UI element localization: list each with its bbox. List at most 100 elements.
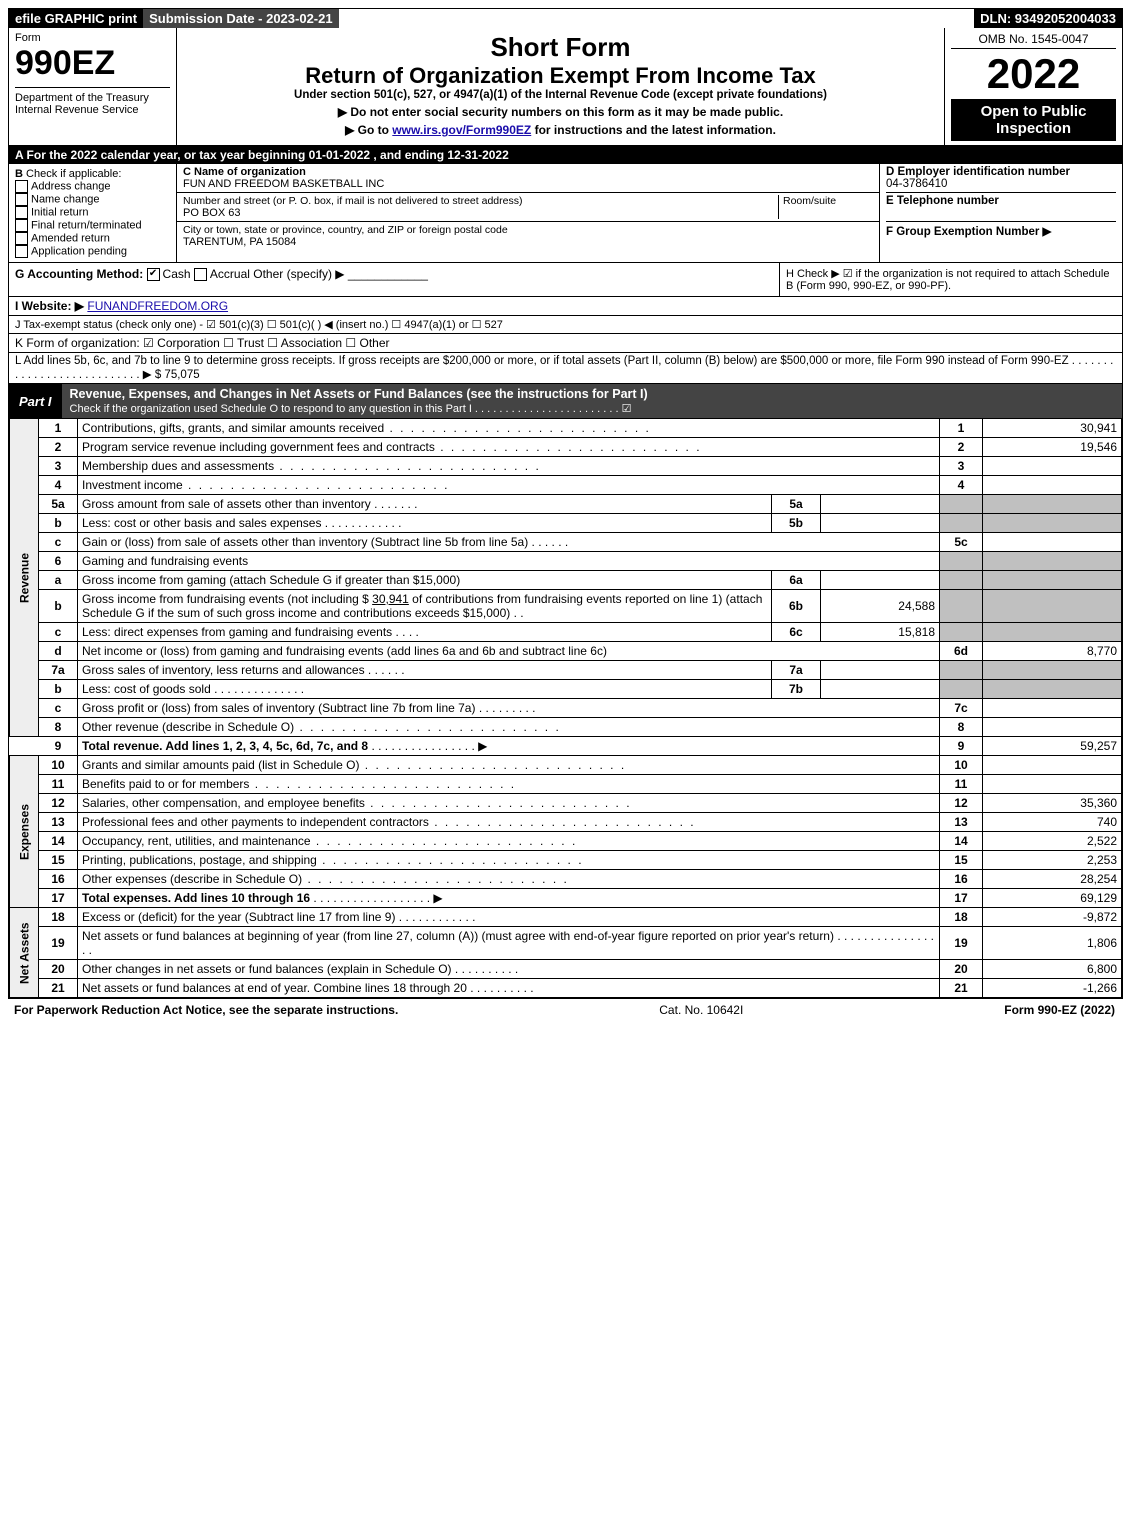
- g-label: G Accounting Method:: [15, 267, 143, 281]
- cb-address-change[interactable]: Address change: [31, 180, 111, 192]
- line-6-txt: Gaming and fundraising events: [78, 552, 940, 571]
- line-15-amt: 2,253: [983, 851, 1122, 870]
- room-suite-label: Room/suite: [778, 195, 873, 219]
- info-block: B Check if applicable: Address change Na…: [9, 164, 1122, 263]
- org-city: TARENTUM, PA 15084: [183, 236, 296, 248]
- section-a: A For the 2022 calendar year, or tax yea…: [9, 146, 1122, 164]
- irs-label: Internal Revenue Service: [15, 104, 170, 116]
- form-header: Form 990EZ Department of the Treasury In…: [9, 28, 1122, 146]
- line-1-amt: 30,941: [983, 419, 1122, 438]
- c-addr-label: Number and street (or P. O. box, if mail…: [183, 195, 522, 207]
- header-right: OMB No. 1545-0047 2022 Open to Public In…: [944, 28, 1122, 145]
- line-8-txt: Other revenue (describe in Schedule O): [78, 718, 940, 737]
- line-13-amt: 740: [983, 813, 1122, 832]
- line-5a-txt: Gross amount from sale of assets other t…: [78, 495, 772, 514]
- ssn-note: ▶ Do not enter social security numbers o…: [183, 105, 938, 119]
- line-4-txt: Investment income: [78, 476, 940, 495]
- line-6b-txt: Gross income from fundraising events (no…: [78, 590, 772, 623]
- col-c: C Name of organization FUN AND FREEDOM B…: [177, 164, 880, 262]
- form-990ez: efile GRAPHIC print Submission Date - 20…: [8, 8, 1123, 999]
- line-21-txt: Net assets or fund balances at end of ye…: [78, 979, 940, 998]
- under-section: Under section 501(c), 527, or 4947(a)(1)…: [183, 89, 938, 101]
- line-14-txt: Occupancy, rent, utilities, and maintena…: [78, 832, 940, 851]
- line-3-txt: Membership dues and assessments: [78, 457, 940, 476]
- line-19-amt: 1,806: [983, 927, 1122, 960]
- line-6d-amt: 8,770: [983, 642, 1122, 661]
- part-i-header: Part I Revenue, Expenses, and Changes in…: [9, 384, 1122, 418]
- tel-label: E Telephone number: [886, 195, 999, 207]
- line-5c-txt: Gain or (loss) from sale of assets other…: [78, 533, 940, 552]
- top-bar: efile GRAPHIC print Submission Date - 20…: [9, 9, 1122, 28]
- b-label: Check if applicable:: [26, 168, 121, 180]
- line-17-amt: 69,129: [983, 889, 1122, 908]
- line-12-txt: Salaries, other compensation, and employ…: [78, 794, 940, 813]
- return-title: Return of Organization Exempt From Incom…: [183, 63, 938, 89]
- footer-right: Form 990-EZ (2022): [1004, 1003, 1115, 1017]
- dln: DLN: 93492052004033: [974, 9, 1122, 28]
- line-1-box: 1: [940, 419, 983, 438]
- g-cash[interactable]: Cash: [163, 267, 191, 281]
- row-k: K Form of organization: ☑ Corporation ☐ …: [9, 334, 1122, 353]
- org-address: PO BOX 63: [183, 207, 240, 219]
- line-2-txt: Program service revenue including govern…: [78, 438, 940, 457]
- header-mid: Short Form Return of Organization Exempt…: [177, 28, 944, 145]
- dept-treasury: Department of the Treasury: [15, 92, 170, 104]
- line-7b-txt: Less: cost of goods sold . . . . . . . .…: [78, 680, 772, 699]
- g-other[interactable]: Other (specify) ▶: [253, 267, 344, 281]
- row-h: H Check ▶ ☑ if the organization is not r…: [779, 263, 1122, 296]
- cb-final-return[interactable]: Final return/terminated: [31, 219, 142, 231]
- lines-table: Revenue 1 Contributions, gifts, grants, …: [9, 418, 1122, 998]
- irs-link[interactable]: www.irs.gov/Form990EZ: [392, 123, 531, 137]
- submission-date: Submission Date - 2023-02-21: [143, 9, 339, 28]
- line-6c-txt: Less: direct expenses from gaming and fu…: [78, 623, 772, 642]
- cb-amended[interactable]: Amended return: [31, 232, 110, 244]
- open-public: Open to Public Inspection: [951, 99, 1116, 141]
- line-16-amt: 28,254: [983, 870, 1122, 889]
- line-12-amt: 35,360: [983, 794, 1122, 813]
- side-expenses: Expenses: [10, 756, 39, 908]
- goto-note: ▶ Go to www.irs.gov/Form990EZ for instru…: [183, 123, 938, 137]
- part-i-label: Part I: [9, 391, 62, 412]
- c-city-label: City or town, state or province, country…: [183, 224, 508, 236]
- line-6c-amt: 15,818: [821, 623, 940, 642]
- row-g: G Accounting Method: Cash Accrual Other …: [9, 263, 779, 296]
- line-18-amt: -9,872: [983, 908, 1122, 927]
- line-6d-txt: Net income or (loss) from gaming and fun…: [78, 642, 940, 661]
- line-20-amt: 6,800: [983, 960, 1122, 979]
- line-20-txt: Other changes in net assets or fund bala…: [78, 960, 940, 979]
- line-5b-txt: Less: cost or other basis and sales expe…: [78, 514, 772, 533]
- omb-number: OMB No. 1545-0047: [951, 32, 1116, 49]
- footer-left: For Paperwork Reduction Act Notice, see …: [14, 1003, 398, 1017]
- line-19-txt: Net assets or fund balances at beginning…: [78, 927, 940, 960]
- line-6b-amt: 24,588: [821, 590, 940, 623]
- line-1-no: 1: [39, 419, 78, 438]
- line-1-txt: Contributions, gifts, grants, and simila…: [78, 419, 940, 438]
- efile-label: efile GRAPHIC print: [9, 9, 143, 28]
- org-name: FUN AND FREEDOM BASKETBALL INC: [183, 178, 384, 190]
- cb-initial-return[interactable]: Initial return: [31, 206, 88, 218]
- g-accrual[interactable]: Accrual: [210, 267, 250, 281]
- website-link[interactable]: FUNANDFREEDOM.ORG: [87, 299, 228, 313]
- group-exemption-label: F Group Exemption Number ▶: [886, 226, 1051, 238]
- line-7c-txt: Gross profit or (loss) from sales of inv…: [78, 699, 940, 718]
- line-2-amt: 19,546: [983, 438, 1122, 457]
- cb-app-pending[interactable]: Application pending: [31, 245, 127, 257]
- form-number: 990EZ: [15, 44, 170, 83]
- line-15-txt: Printing, publications, postage, and shi…: [78, 851, 940, 870]
- short-form-title: Short Form: [183, 32, 938, 63]
- row-j: J Tax-exempt status (check only one) - ☑…: [9, 316, 1122, 334]
- footer: For Paperwork Reduction Act Notice, see …: [8, 999, 1121, 1021]
- line-2-no: 2: [39, 438, 78, 457]
- line-9-txt: Total revenue. Add lines 1, 2, 3, 4, 5c,…: [78, 737, 940, 756]
- line-21-amt: -1,266: [983, 979, 1122, 998]
- cb-name-change[interactable]: Name change: [31, 193, 100, 205]
- line-9-amt: 59,257: [983, 737, 1122, 756]
- part-i-checknote: Check if the organization used Schedule …: [70, 403, 632, 415]
- ein-value: 04-3786410: [886, 178, 947, 190]
- line-10-txt: Grants and similar amounts paid (list in…: [78, 756, 940, 775]
- part-i-title: Revenue, Expenses, and Changes in Net As…: [62, 384, 1122, 418]
- line-13-txt: Professional fees and other payments to …: [78, 813, 940, 832]
- line-14-amt: 2,522: [983, 832, 1122, 851]
- col-d: D Employer identification number 04-3786…: [880, 164, 1122, 262]
- line-11-txt: Benefits paid to or for members: [78, 775, 940, 794]
